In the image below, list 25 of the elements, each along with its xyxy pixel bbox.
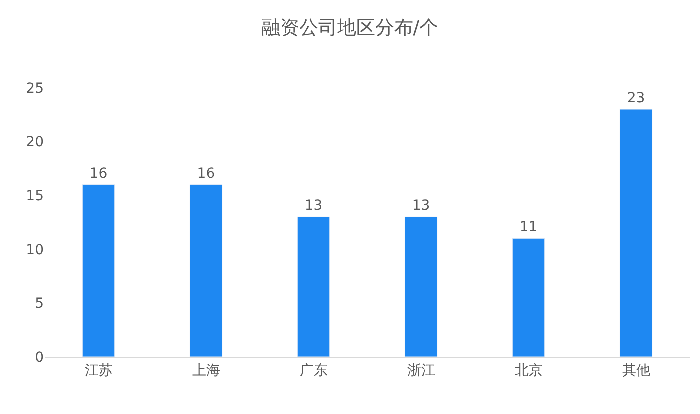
x-tick-label: 其他	[622, 362, 650, 379]
bar	[297, 216, 330, 357]
data-label: 16	[90, 166, 108, 182]
x-tick-label: 江苏	[84, 362, 113, 379]
y-tick-label: 20	[26, 134, 44, 151]
y-tick-label: 15	[26, 188, 44, 204]
y-tick-label: 25	[26, 80, 44, 97]
bar	[82, 184, 116, 357]
bar	[620, 109, 653, 357]
chart-title: 融资公司地区分布/个	[261, 17, 439, 39]
data-label: 11	[520, 220, 538, 236]
data-label: 13	[304, 198, 323, 214]
x-tick-label: 北京	[514, 362, 543, 379]
data-label: 23	[627, 90, 646, 107]
x-tick-label: 上海	[192, 362, 220, 379]
x-tick-label: 广东	[300, 362, 328, 379]
y-tick-label: 0	[35, 350, 44, 366]
bar	[512, 238, 546, 357]
y-tick-label: 10	[26, 242, 44, 258]
y-tick-label: 5	[35, 296, 44, 312]
data-label: 13	[412, 198, 430, 214]
x-tick-label: 浙江	[407, 362, 436, 379]
bar	[190, 184, 223, 357]
bar	[404, 216, 438, 357]
data-label: 16	[197, 166, 216, 182]
